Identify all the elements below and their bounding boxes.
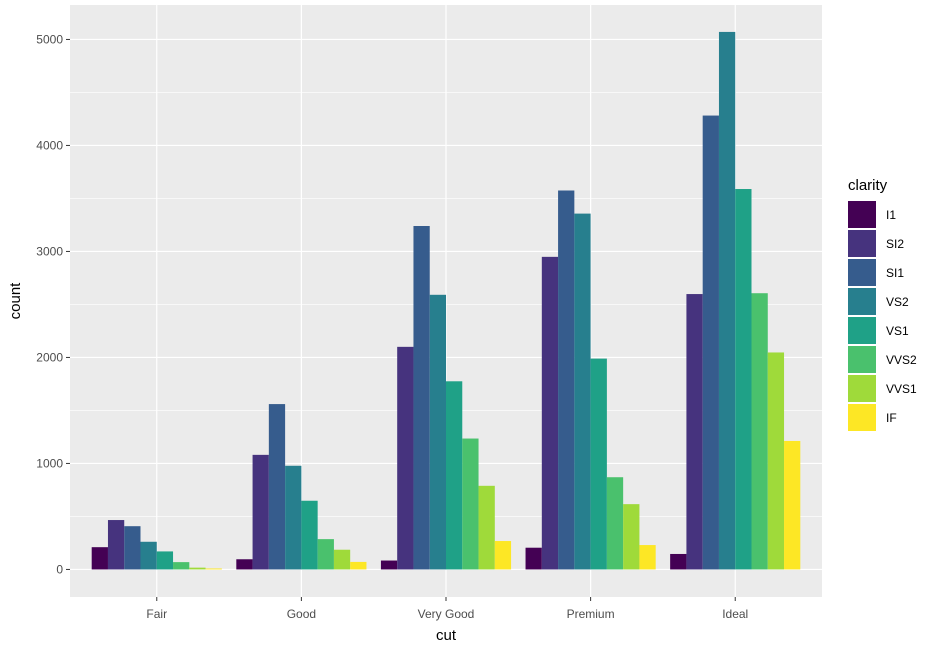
bar-si1-very-good [413, 226, 430, 570]
legend-label: VS2 [886, 295, 909, 309]
y-tick-label: 2000 [36, 350, 63, 364]
bar-if-good [350, 561, 367, 570]
bars [91, 31, 801, 570]
bar-vs1-good [301, 500, 318, 570]
legend-key-si2 [848, 230, 876, 257]
x-tick-label: Very Good [418, 607, 475, 621]
y-tick-label: 3000 [36, 244, 63, 258]
y-axis: 0 1000 2000 3000 4000 5000 [36, 32, 70, 576]
bar-vvs1-very-good [478, 485, 495, 570]
bar-si2-good [252, 454, 269, 570]
bar-i1-premium [525, 547, 542, 570]
bar-vvs1-good [333, 549, 351, 570]
y-tick-label: 4000 [36, 138, 63, 152]
y-tick-label: 5000 [36, 32, 63, 46]
legend-label: IF [886, 411, 897, 425]
x-axis-title: cut [436, 627, 457, 644]
legend-title: clarity [848, 177, 888, 194]
bar-vvs2-ideal [751, 293, 768, 570]
legend-key-vs2 [848, 288, 876, 315]
bar-if-premium [639, 545, 656, 570]
legend-label: I1 [886, 208, 896, 222]
y-axis-title: count [7, 282, 24, 320]
legend-label: VS1 [886, 324, 909, 338]
legend-key-vvs2 [848, 346, 876, 373]
legend-label: SI2 [886, 237, 904, 251]
legend: clarity I1 SI2 SI1 VS2 VS1 VVS2 VVS1 IF [848, 177, 917, 431]
y-tick-label: 0 [56, 562, 63, 576]
bar-vs1-ideal [735, 189, 752, 570]
x-tick-label: Good [287, 607, 316, 621]
x-tick-label: Fair [146, 607, 167, 621]
bar-i1-good [236, 559, 253, 570]
bar-vvs2-good [317, 539, 334, 570]
bar-si1-good [268, 404, 286, 570]
bar-vs2-good [285, 465, 302, 570]
bar-i1-fair [91, 547, 108, 570]
bar-vs2-ideal [718, 31, 736, 570]
bar-si2-premium [541, 256, 559, 570]
legend-key-i1 [848, 201, 876, 228]
bar-si2-fair [107, 520, 125, 570]
legend-key-vs1 [848, 317, 876, 344]
bar-vs1-fair [156, 551, 174, 570]
bar-vvs1-ideal [767, 352, 785, 570]
legend-label: VVS1 [886, 382, 917, 396]
x-tick-label: Premium [567, 607, 615, 621]
bar-vs1-very-good [446, 381, 463, 570]
legend-key-si1 [848, 259, 876, 286]
legend-key-vvs1 [848, 375, 876, 402]
bar-si1-fair [124, 526, 141, 570]
bar-si1-ideal [702, 115, 719, 570]
x-axis: Fair Good Very Good Premium Ideal [146, 597, 748, 621]
bar-si2-ideal [686, 294, 703, 570]
bar-si1-premium [558, 190, 575, 570]
legend-key-if [848, 404, 876, 431]
bar-i1-very-good [380, 560, 398, 570]
bar-if-very-good [494, 541, 512, 570]
bar-vs1-premium [590, 358, 607, 570]
legend-label: VVS2 [886, 353, 917, 367]
bar-vvs2-very-good [462, 438, 479, 570]
bar-vs2-premium [574, 213, 591, 570]
bar-vvs2-fair [173, 562, 190, 570]
bar-vs2-fair [140, 541, 157, 570]
bar-vs2-very-good [429, 294, 446, 570]
y-tick-label: 1000 [36, 456, 63, 470]
x-tick-label: Ideal [722, 607, 748, 621]
bar-i1-ideal [670, 553, 687, 570]
bar-vvs2-premium [606, 477, 624, 570]
bar-if-ideal [784, 440, 801, 570]
legend-label: SI1 [886, 266, 904, 280]
bar-vvs1-premium [623, 504, 640, 570]
bar-if-fair [205, 568, 222, 570]
bar-si2-very-good [397, 346, 414, 570]
bar-vvs1-fair [189, 567, 206, 570]
